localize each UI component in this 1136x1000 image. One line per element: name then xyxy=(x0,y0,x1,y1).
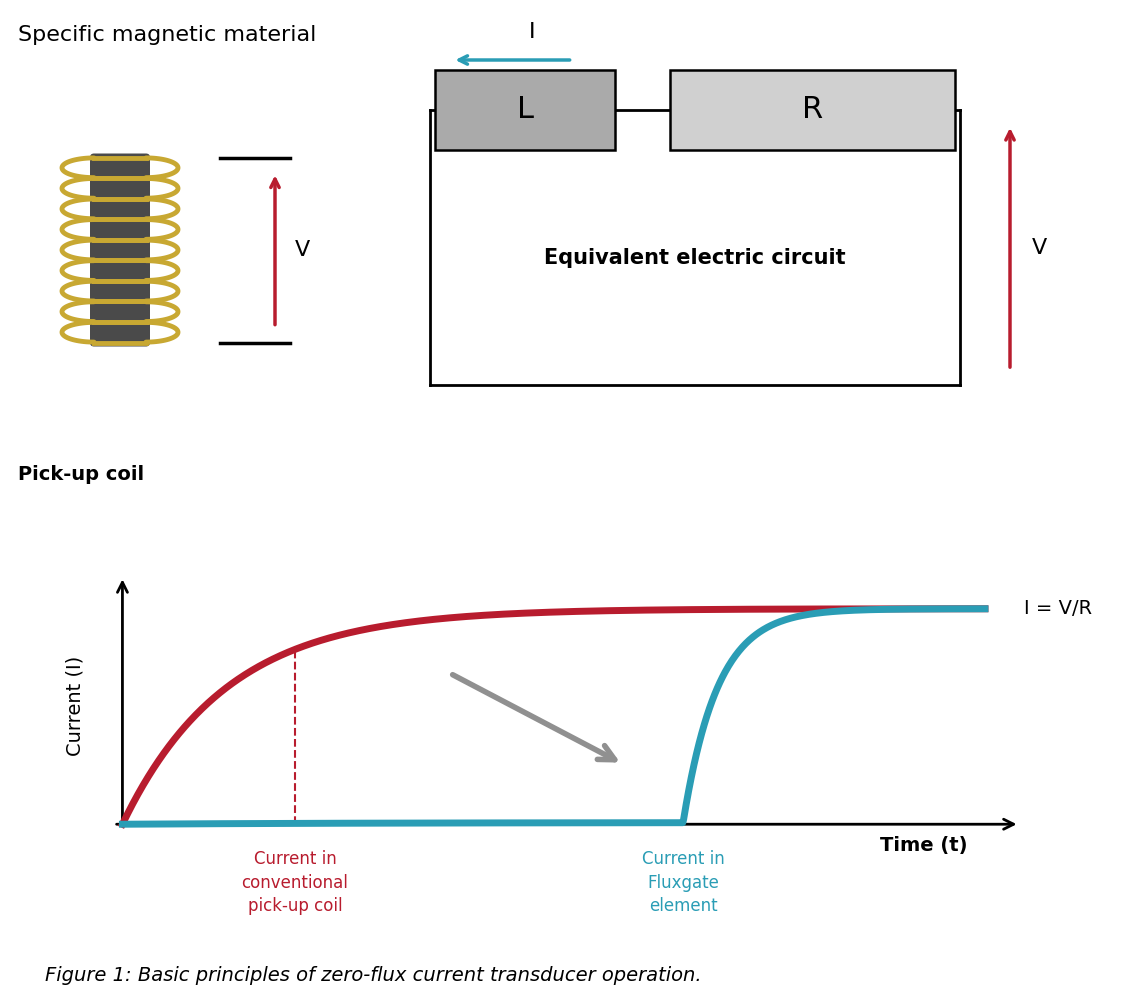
Text: Equivalent electric circuit: Equivalent electric circuit xyxy=(544,247,846,267)
Text: V: V xyxy=(295,240,310,260)
Text: Figure 1: Basic principles of zero-flux current transducer operation.: Figure 1: Basic principles of zero-flux … xyxy=(45,966,702,985)
Text: Current (I): Current (I) xyxy=(66,656,84,756)
Text: Current in
Fluxgate
element: Current in Fluxgate element xyxy=(642,850,725,915)
FancyBboxPatch shape xyxy=(435,70,615,150)
FancyBboxPatch shape xyxy=(90,153,150,347)
Text: I: I xyxy=(529,22,536,42)
Text: Specific magnetic material: Specific magnetic material xyxy=(18,25,316,45)
Text: Current in
conventional
pick-up coil: Current in conventional pick-up coil xyxy=(242,850,349,915)
Text: Pick-up coil: Pick-up coil xyxy=(18,465,144,484)
Text: V: V xyxy=(1031,237,1047,257)
Text: Time (t): Time (t) xyxy=(880,836,968,855)
Text: R: R xyxy=(802,96,824,124)
Text: I = V/R: I = V/R xyxy=(1024,599,1092,618)
Text: L: L xyxy=(517,96,534,124)
FancyBboxPatch shape xyxy=(670,70,955,150)
